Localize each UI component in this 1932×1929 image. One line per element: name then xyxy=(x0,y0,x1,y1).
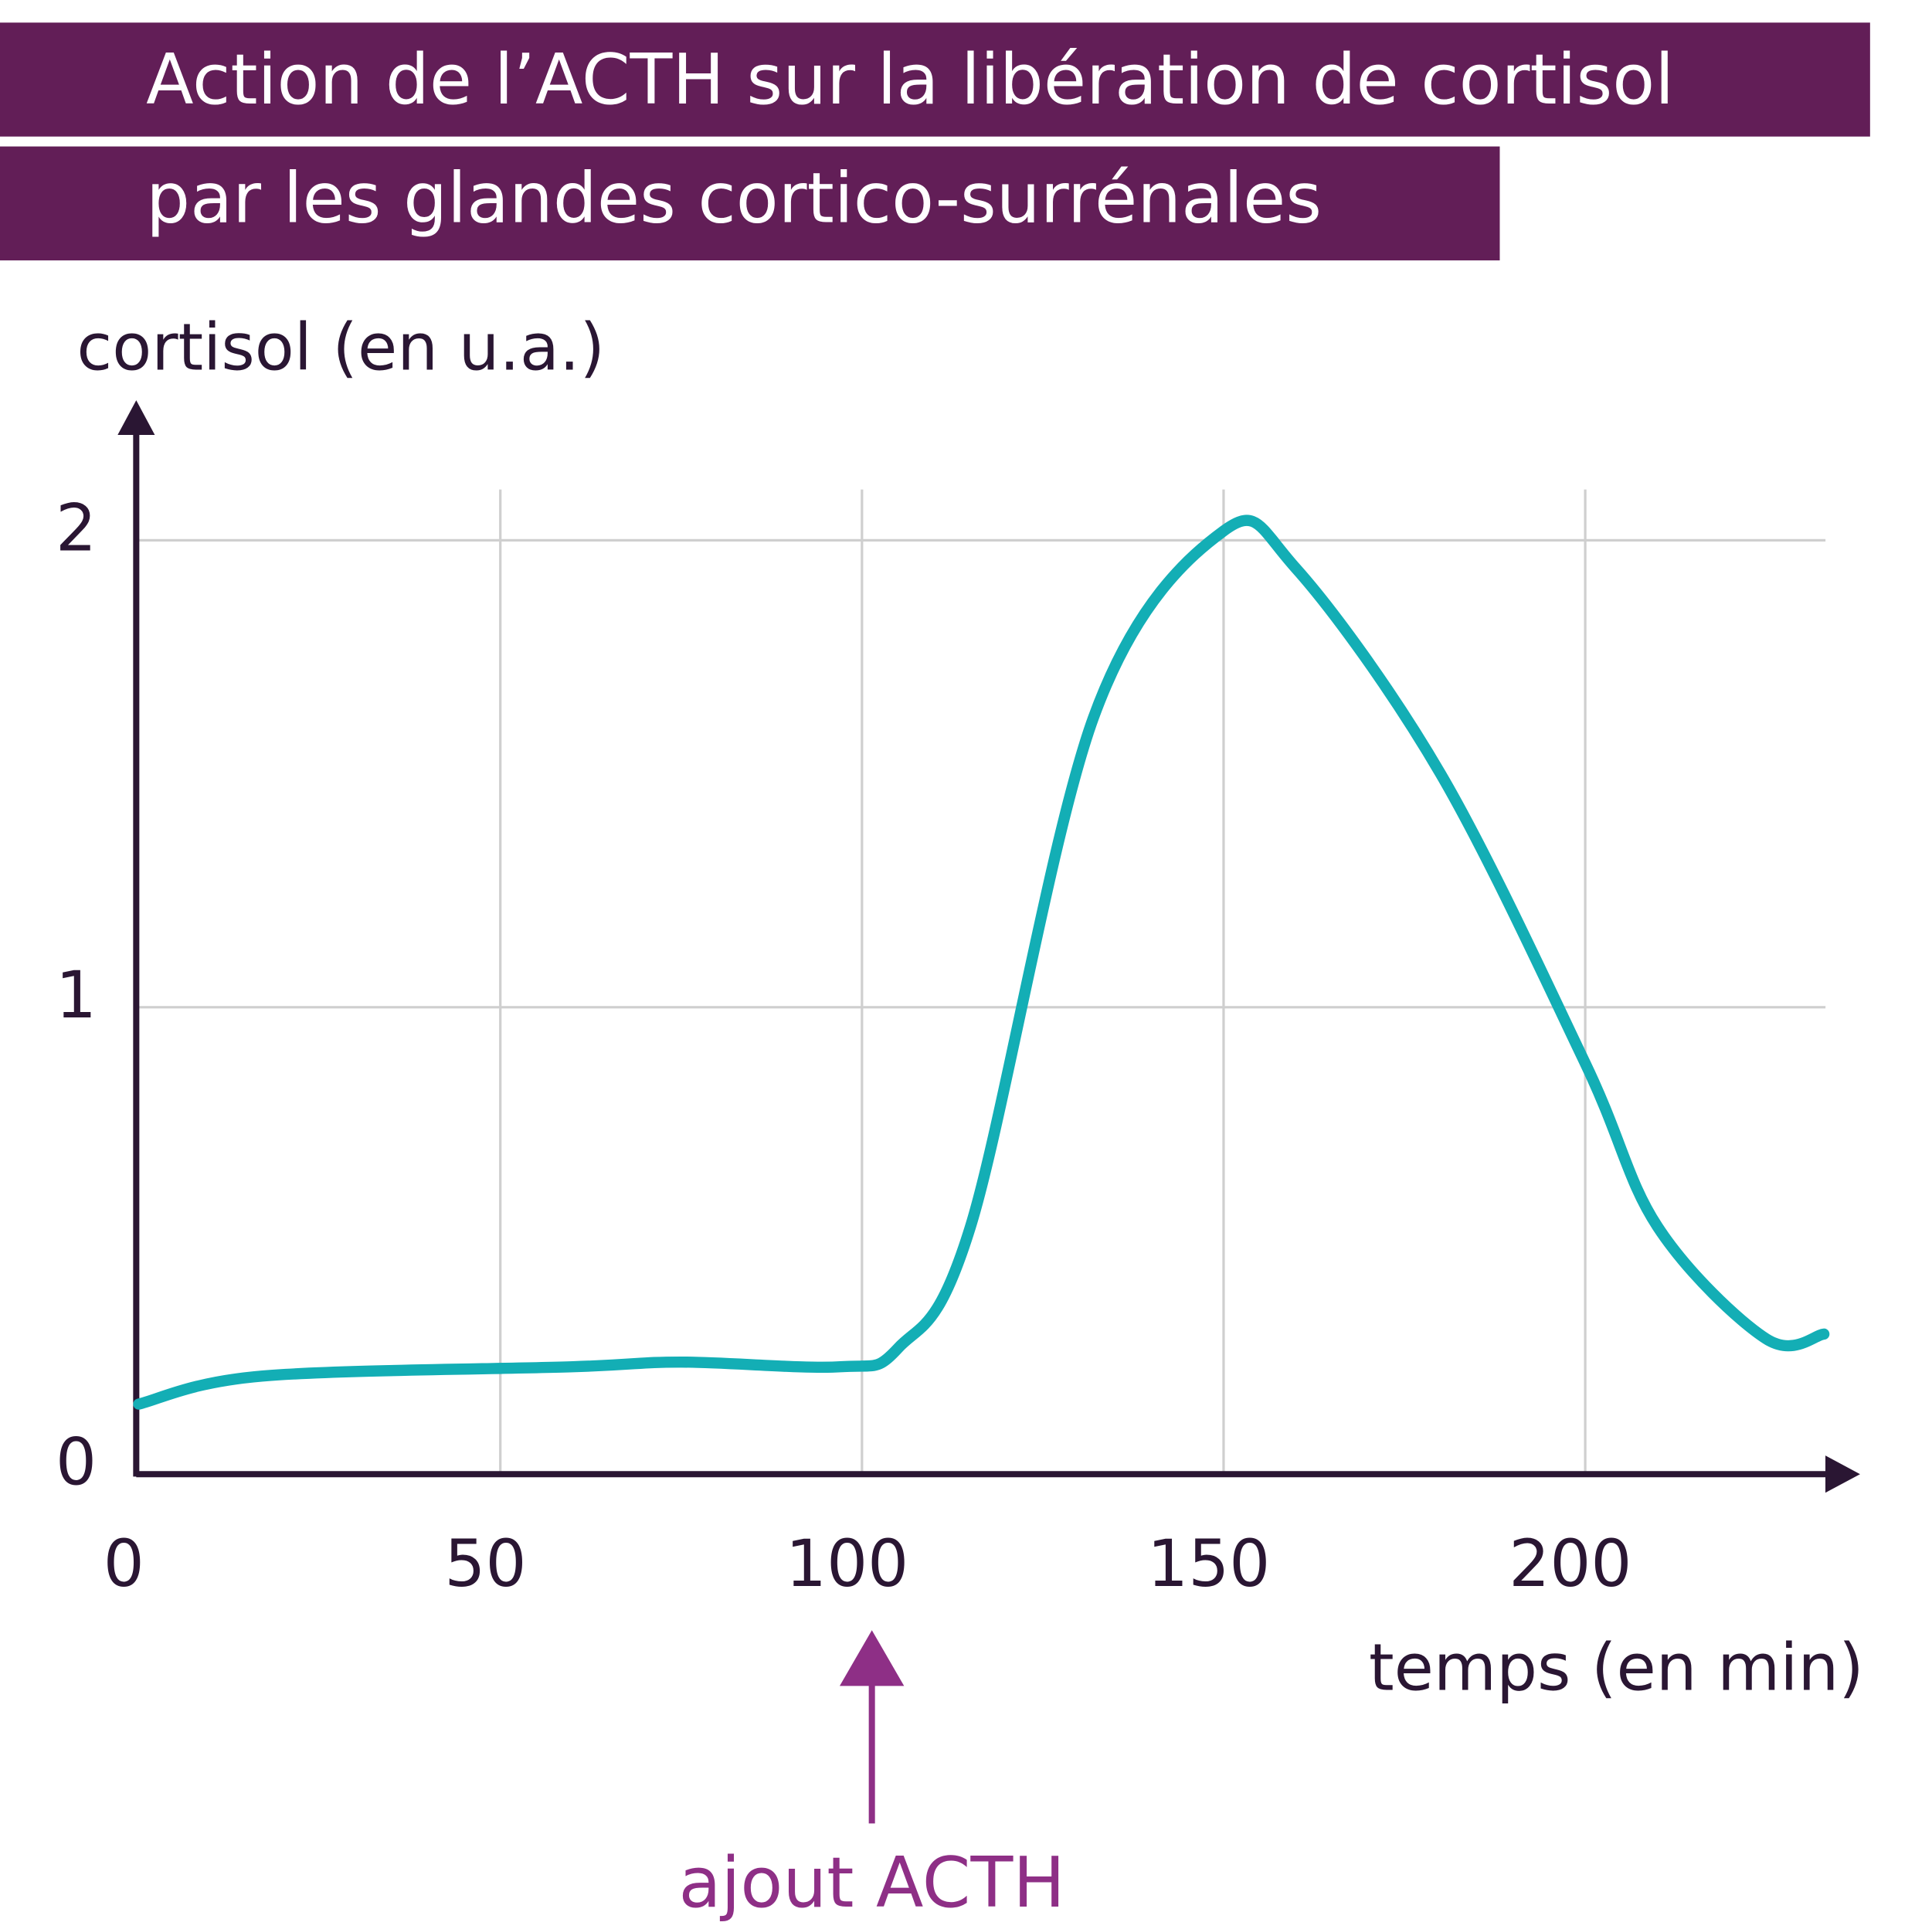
y-axis-arrow xyxy=(117,400,155,435)
chart-title: Action de l’ACTH sur la libération de co… xyxy=(146,40,1674,121)
x-tick-label: 150 xyxy=(1147,1527,1270,1601)
annotation-arrowhead xyxy=(839,1630,905,1686)
x-axis-arrow xyxy=(1825,1455,1860,1493)
y-tick-label: 0 xyxy=(56,1425,97,1500)
x-axis-label: temps (en min) xyxy=(1369,1631,1864,1706)
x-tick-label: 50 xyxy=(444,1527,526,1601)
title-banner xyxy=(0,146,1500,261)
y-axis-label: cortisol (en u.a.) xyxy=(76,311,605,385)
y-tick-label: 1 xyxy=(56,958,97,1033)
chart-title: par les glandes cortico-surrénales xyxy=(146,159,1322,239)
annotation-label: ajout ACTH xyxy=(678,1843,1064,1924)
data-line xyxy=(133,515,1830,1410)
y-tick-label: 2 xyxy=(56,491,97,566)
x-tick-label: 0 xyxy=(104,1527,144,1601)
x-tick-label: 100 xyxy=(786,1527,908,1601)
title-banner xyxy=(0,22,1870,137)
x-tick-label: 200 xyxy=(1509,1527,1632,1601)
